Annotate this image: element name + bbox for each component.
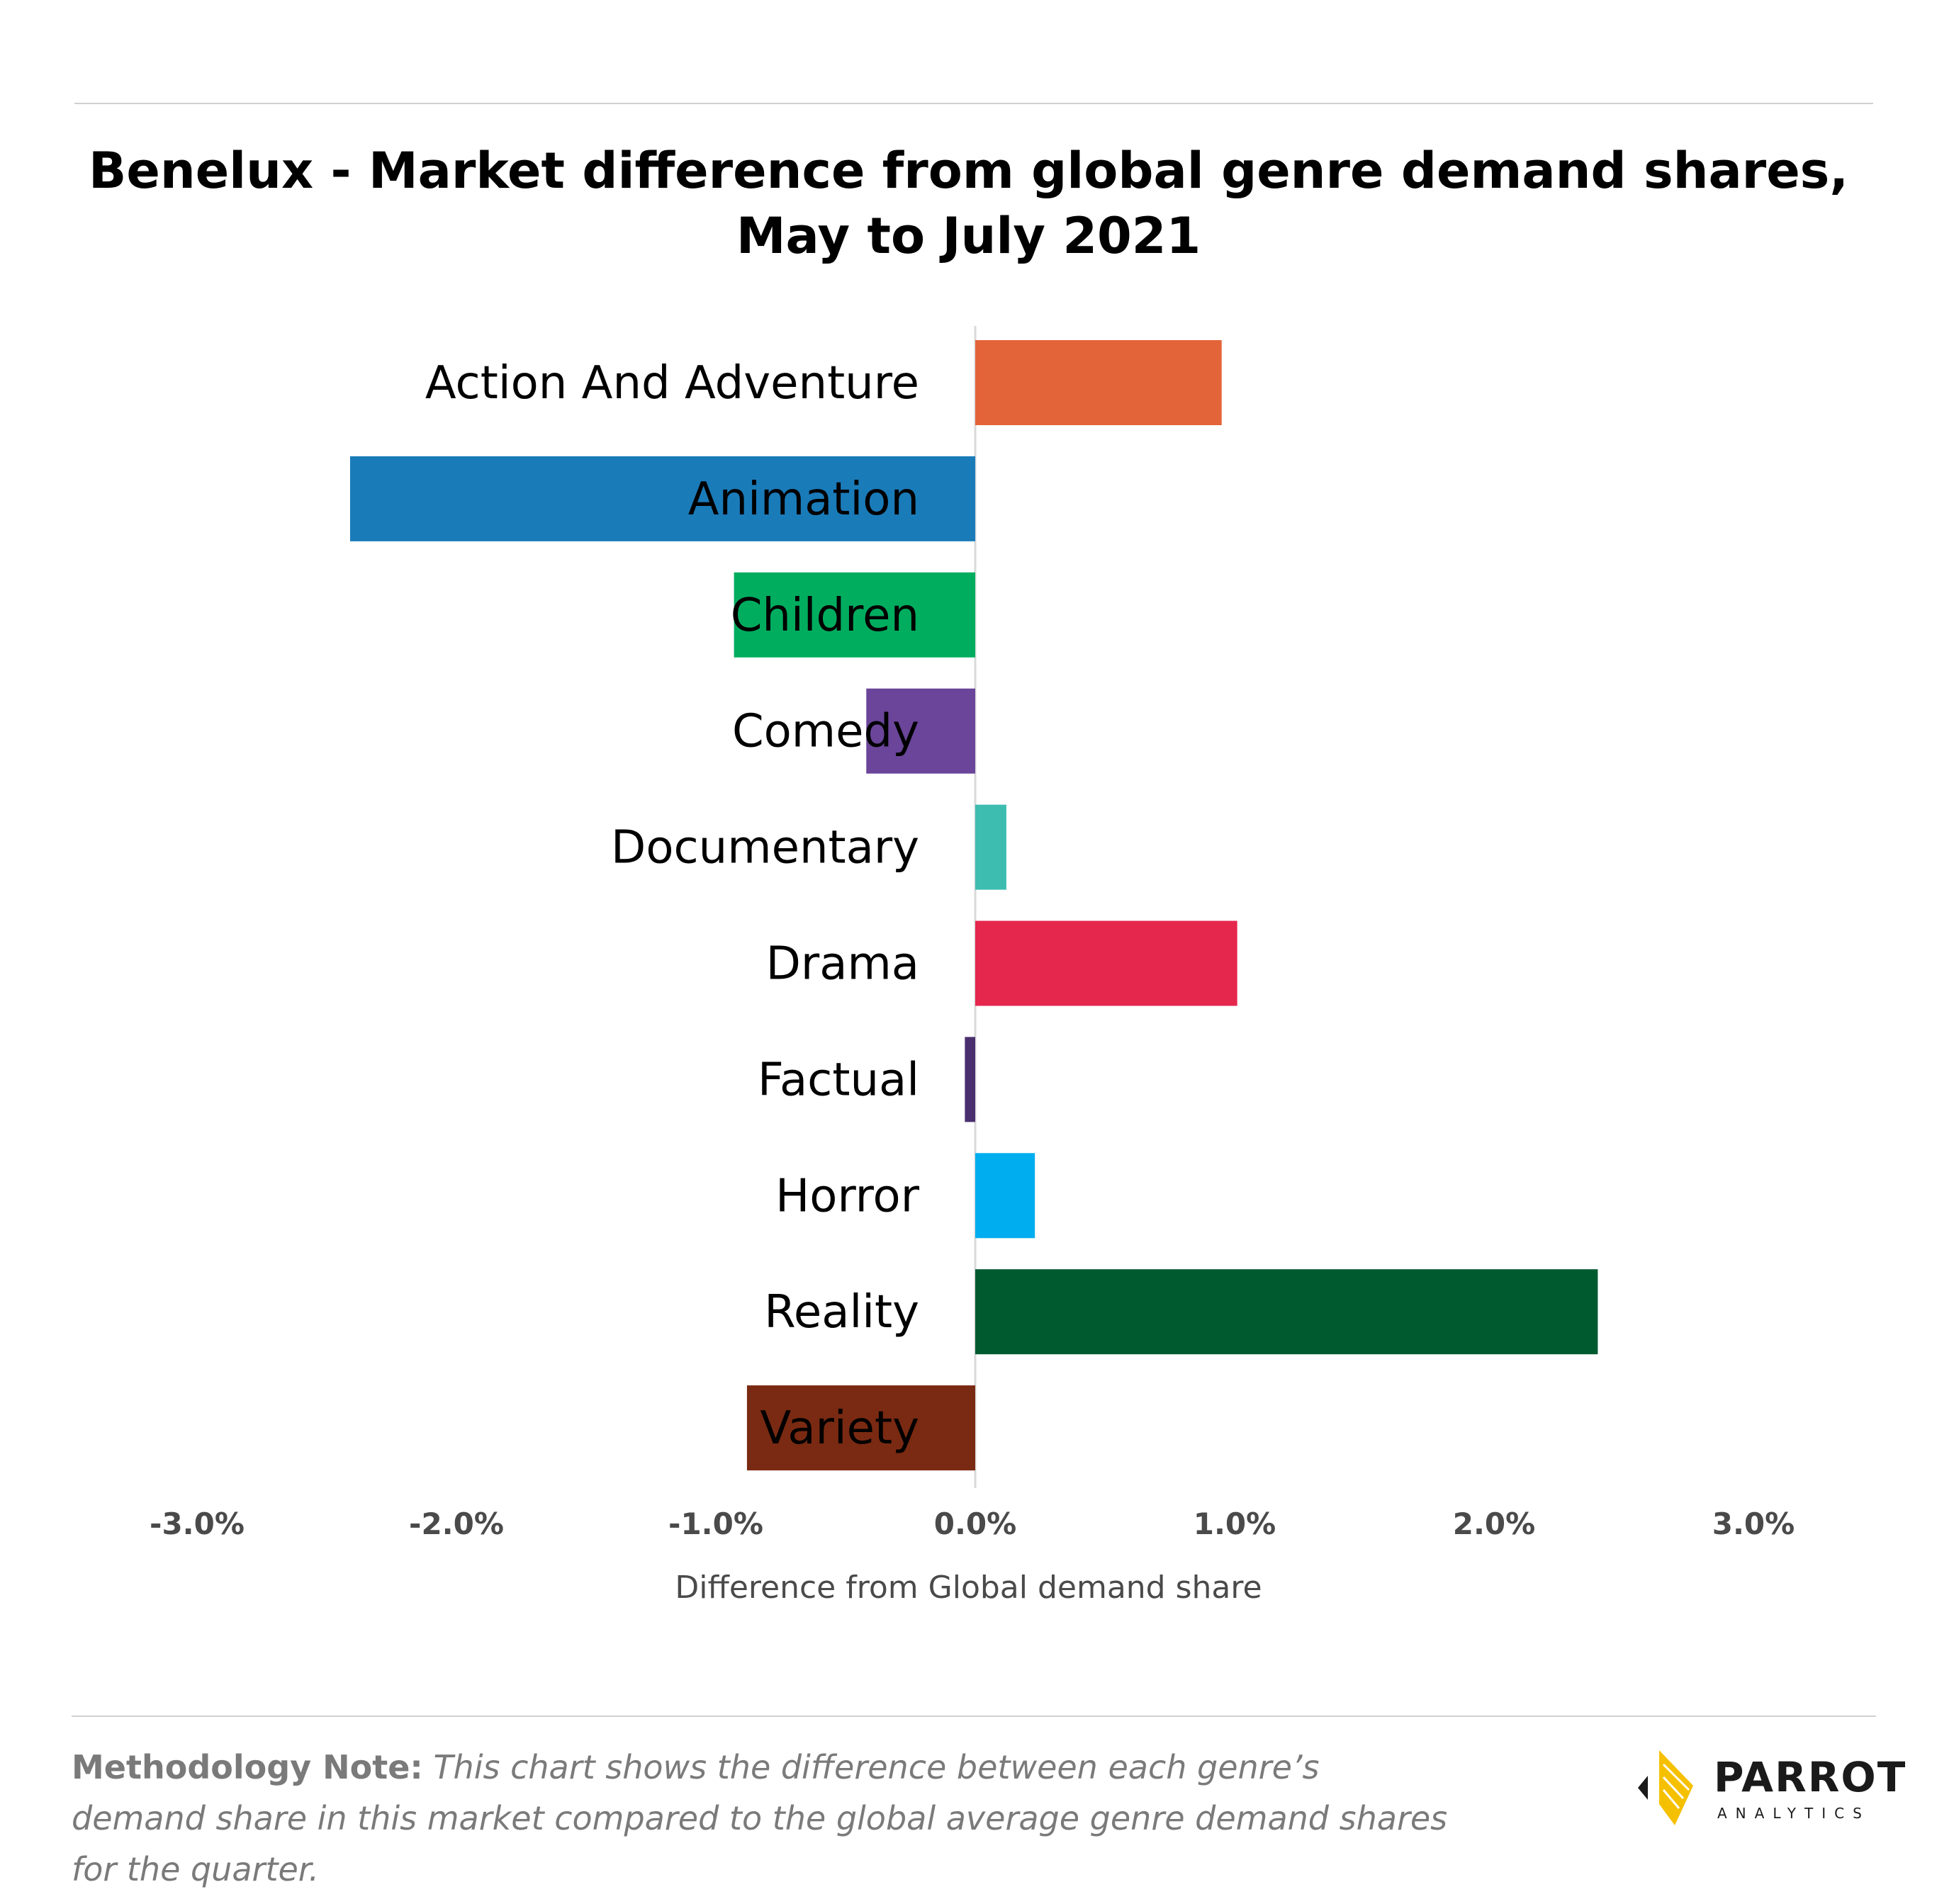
- bar-children: [734, 572, 975, 658]
- x-tick-label: -3.0%: [150, 1506, 245, 1541]
- bar-action-and-adventure: [975, 340, 1222, 425]
- x-tick-label: -2.0%: [409, 1506, 504, 1541]
- category-label: Reality: [764, 1286, 919, 1339]
- chart-title: Benelux - Market difference from global …: [0, 138, 1937, 269]
- x-tick-label: 0.0%: [934, 1506, 1016, 1541]
- bottom-divider: [72, 1716, 1876, 1717]
- category-label: Documentary: [611, 822, 919, 874]
- methodology-text: This chart shows the difference between …: [72, 1748, 1448, 1888]
- bar-documentary: [975, 804, 1006, 890]
- category-label: Variety: [760, 1402, 919, 1455]
- bar-chart: Action And Adventure Animation Children Com…: [150, 326, 1795, 1541]
- chart-title-line-2: May to July 2021: [736, 207, 1201, 265]
- bar-variety: [746, 1385, 975, 1471]
- x-tick-label: 2.0%: [1453, 1506, 1535, 1541]
- logo-name: PARROT: [1714, 1753, 1907, 1801]
- x-tick-label: 3.0%: [1712, 1506, 1795, 1541]
- chart-title-line-1: Benelux - Market difference from global …: [89, 142, 1848, 200]
- bar-reality: [975, 1269, 1598, 1355]
- logo-subtitle: ANALYTICS: [1717, 1805, 1870, 1822]
- bar-animation: [349, 456, 975, 541]
- parrot-analytics-logo: PARROT ANALYTICS: [1632, 1749, 1905, 1827]
- category-label: Action And Adventure: [425, 357, 919, 410]
- category-label: Comedy: [732, 706, 919, 758]
- bar-factual: [965, 1037, 975, 1122]
- category-label: Horror: [775, 1170, 920, 1222]
- x-tick-label: -1.0%: [668, 1506, 763, 1541]
- methodology-label: Methodology Note:: [72, 1748, 423, 1786]
- x-tick-label: 1.0%: [1194, 1506, 1276, 1541]
- category-label: Drama: [766, 938, 919, 991]
- parrot-logo-icon: [1638, 1750, 1693, 1825]
- bar-drama: [975, 920, 1237, 1006]
- methodology-note: Methodology Note: This chart shows the d…: [72, 1742, 1454, 1895]
- top-divider: [74, 103, 1873, 104]
- x-axis-title: Difference from Global demand share: [675, 1570, 1262, 1606]
- bar-horror: [975, 1153, 1035, 1239]
- category-label: Children: [731, 590, 919, 642]
- category-label: Animation: [688, 473, 919, 526]
- category-label: Factual: [758, 1054, 919, 1106]
- bar-comedy: [866, 688, 975, 774]
